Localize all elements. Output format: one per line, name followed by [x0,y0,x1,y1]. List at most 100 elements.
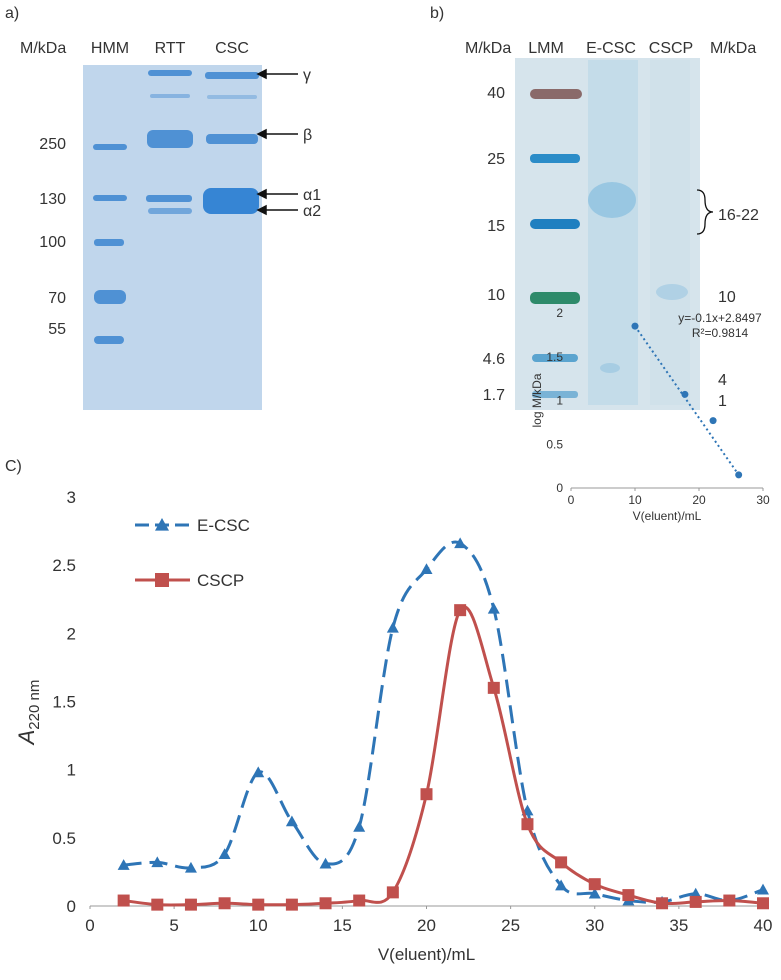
legend-label: E-CSC [197,516,250,535]
panel-label: C) [5,458,22,475]
marker [218,848,231,859]
marker [420,563,433,575]
x-tick-label: 15 [333,916,352,935]
y-tick-label: 1.5 [546,350,563,364]
annotation: y=-0.1x+2.8497 [678,311,762,325]
marker [555,879,568,891]
marker [757,883,769,895]
marker [285,815,298,827]
gel-header: M/kDa [465,40,511,57]
marker [454,604,467,617]
y-tick-label: 1 [67,761,76,780]
marker-label: 250 [39,136,66,153]
fragment-label: 16-22 [718,207,759,224]
legend-label: CSCP [197,571,244,590]
y-axis-label-main: A [14,730,39,747]
marker [252,766,265,778]
fragment-label: 1 [718,393,727,410]
y-tick-label: 1.5 [52,693,76,712]
marker [735,471,743,479]
y-axis-label: log M/kDa [530,373,544,427]
x-tick-label: 30 [756,493,770,507]
x-tick-label: 30 [585,916,604,935]
marker [487,602,500,614]
marker [689,887,702,899]
marker [487,681,500,694]
band-label: α1 [303,187,321,204]
gel-header: RTT [155,40,186,57]
marker [689,895,702,908]
x-tick-label: 10 [628,493,642,507]
marker [252,898,265,911]
x-tick-label: 0 [568,493,575,507]
gel-image [515,58,700,410]
marker [454,537,467,549]
y-axis-label: A220 nm [14,680,43,747]
marker [151,856,164,868]
x-tick-label: 35 [669,916,688,935]
x-axis-label: V(eluent)/mL [378,945,475,964]
band-label: α2 [303,203,321,220]
marker [420,788,433,801]
marker [353,894,366,907]
x-axis-label: V(eluent)/mL [633,509,702,523]
trendline [634,325,740,476]
marker-label: 100 [39,234,66,251]
marker [353,820,366,832]
marker-label: 130 [39,191,66,208]
y-tick-label: 2.5 [52,556,76,575]
y-tick-label: 0.5 [546,437,563,451]
series-line [123,540,764,904]
marker [117,894,130,907]
annotation: R²=0.9814 [692,326,749,340]
x-tick-label: 0 [85,916,94,935]
x-tick-label: 20 [417,916,436,935]
marker-label: 40 [487,85,505,102]
gel-image [83,65,262,410]
gel-header: LMM [528,40,564,57]
marker [723,894,736,907]
marker [184,898,197,911]
panel-label: a) [5,5,19,22]
marker [285,898,298,911]
marker [151,898,164,911]
y-tick-label: 2 [67,624,76,643]
y-tick-label: 2 [556,306,563,320]
y-tick-label: 0 [67,897,76,916]
marker [631,322,639,330]
marker [218,897,231,910]
marker [521,818,534,831]
panel-label: b) [430,5,444,22]
x-tick-label: 10 [249,916,268,935]
fragment-label: 10 [718,289,736,306]
marker-label: 15 [487,218,505,235]
band-label: β [303,127,312,144]
marker [555,856,568,869]
y-tick-label: 3 [67,488,76,507]
y-tick-label: 0.5 [52,829,76,848]
marker [117,859,130,870]
gel-header: E-CSC [586,40,636,57]
marker [757,897,769,910]
marker-label: 25 [487,151,505,168]
marker [155,518,169,531]
marker [319,897,332,910]
gel-header: CSC [215,40,249,57]
marker [319,857,332,869]
gel-header: HMM [91,40,129,57]
marker-label: 70 [48,290,66,307]
gel-header: CSCP [649,40,693,57]
marker [622,889,635,902]
marker [588,878,601,891]
marker [386,621,399,633]
marker-label: 55 [48,321,66,338]
bracket [696,189,714,235]
marker [681,390,689,398]
marker [184,861,197,873]
marker [155,573,169,587]
marker [588,887,601,899]
y-axis-label-sub: 220 nm [26,680,43,730]
x-tick-label: 20 [692,493,706,507]
marker-label: 1.7 [483,387,505,404]
